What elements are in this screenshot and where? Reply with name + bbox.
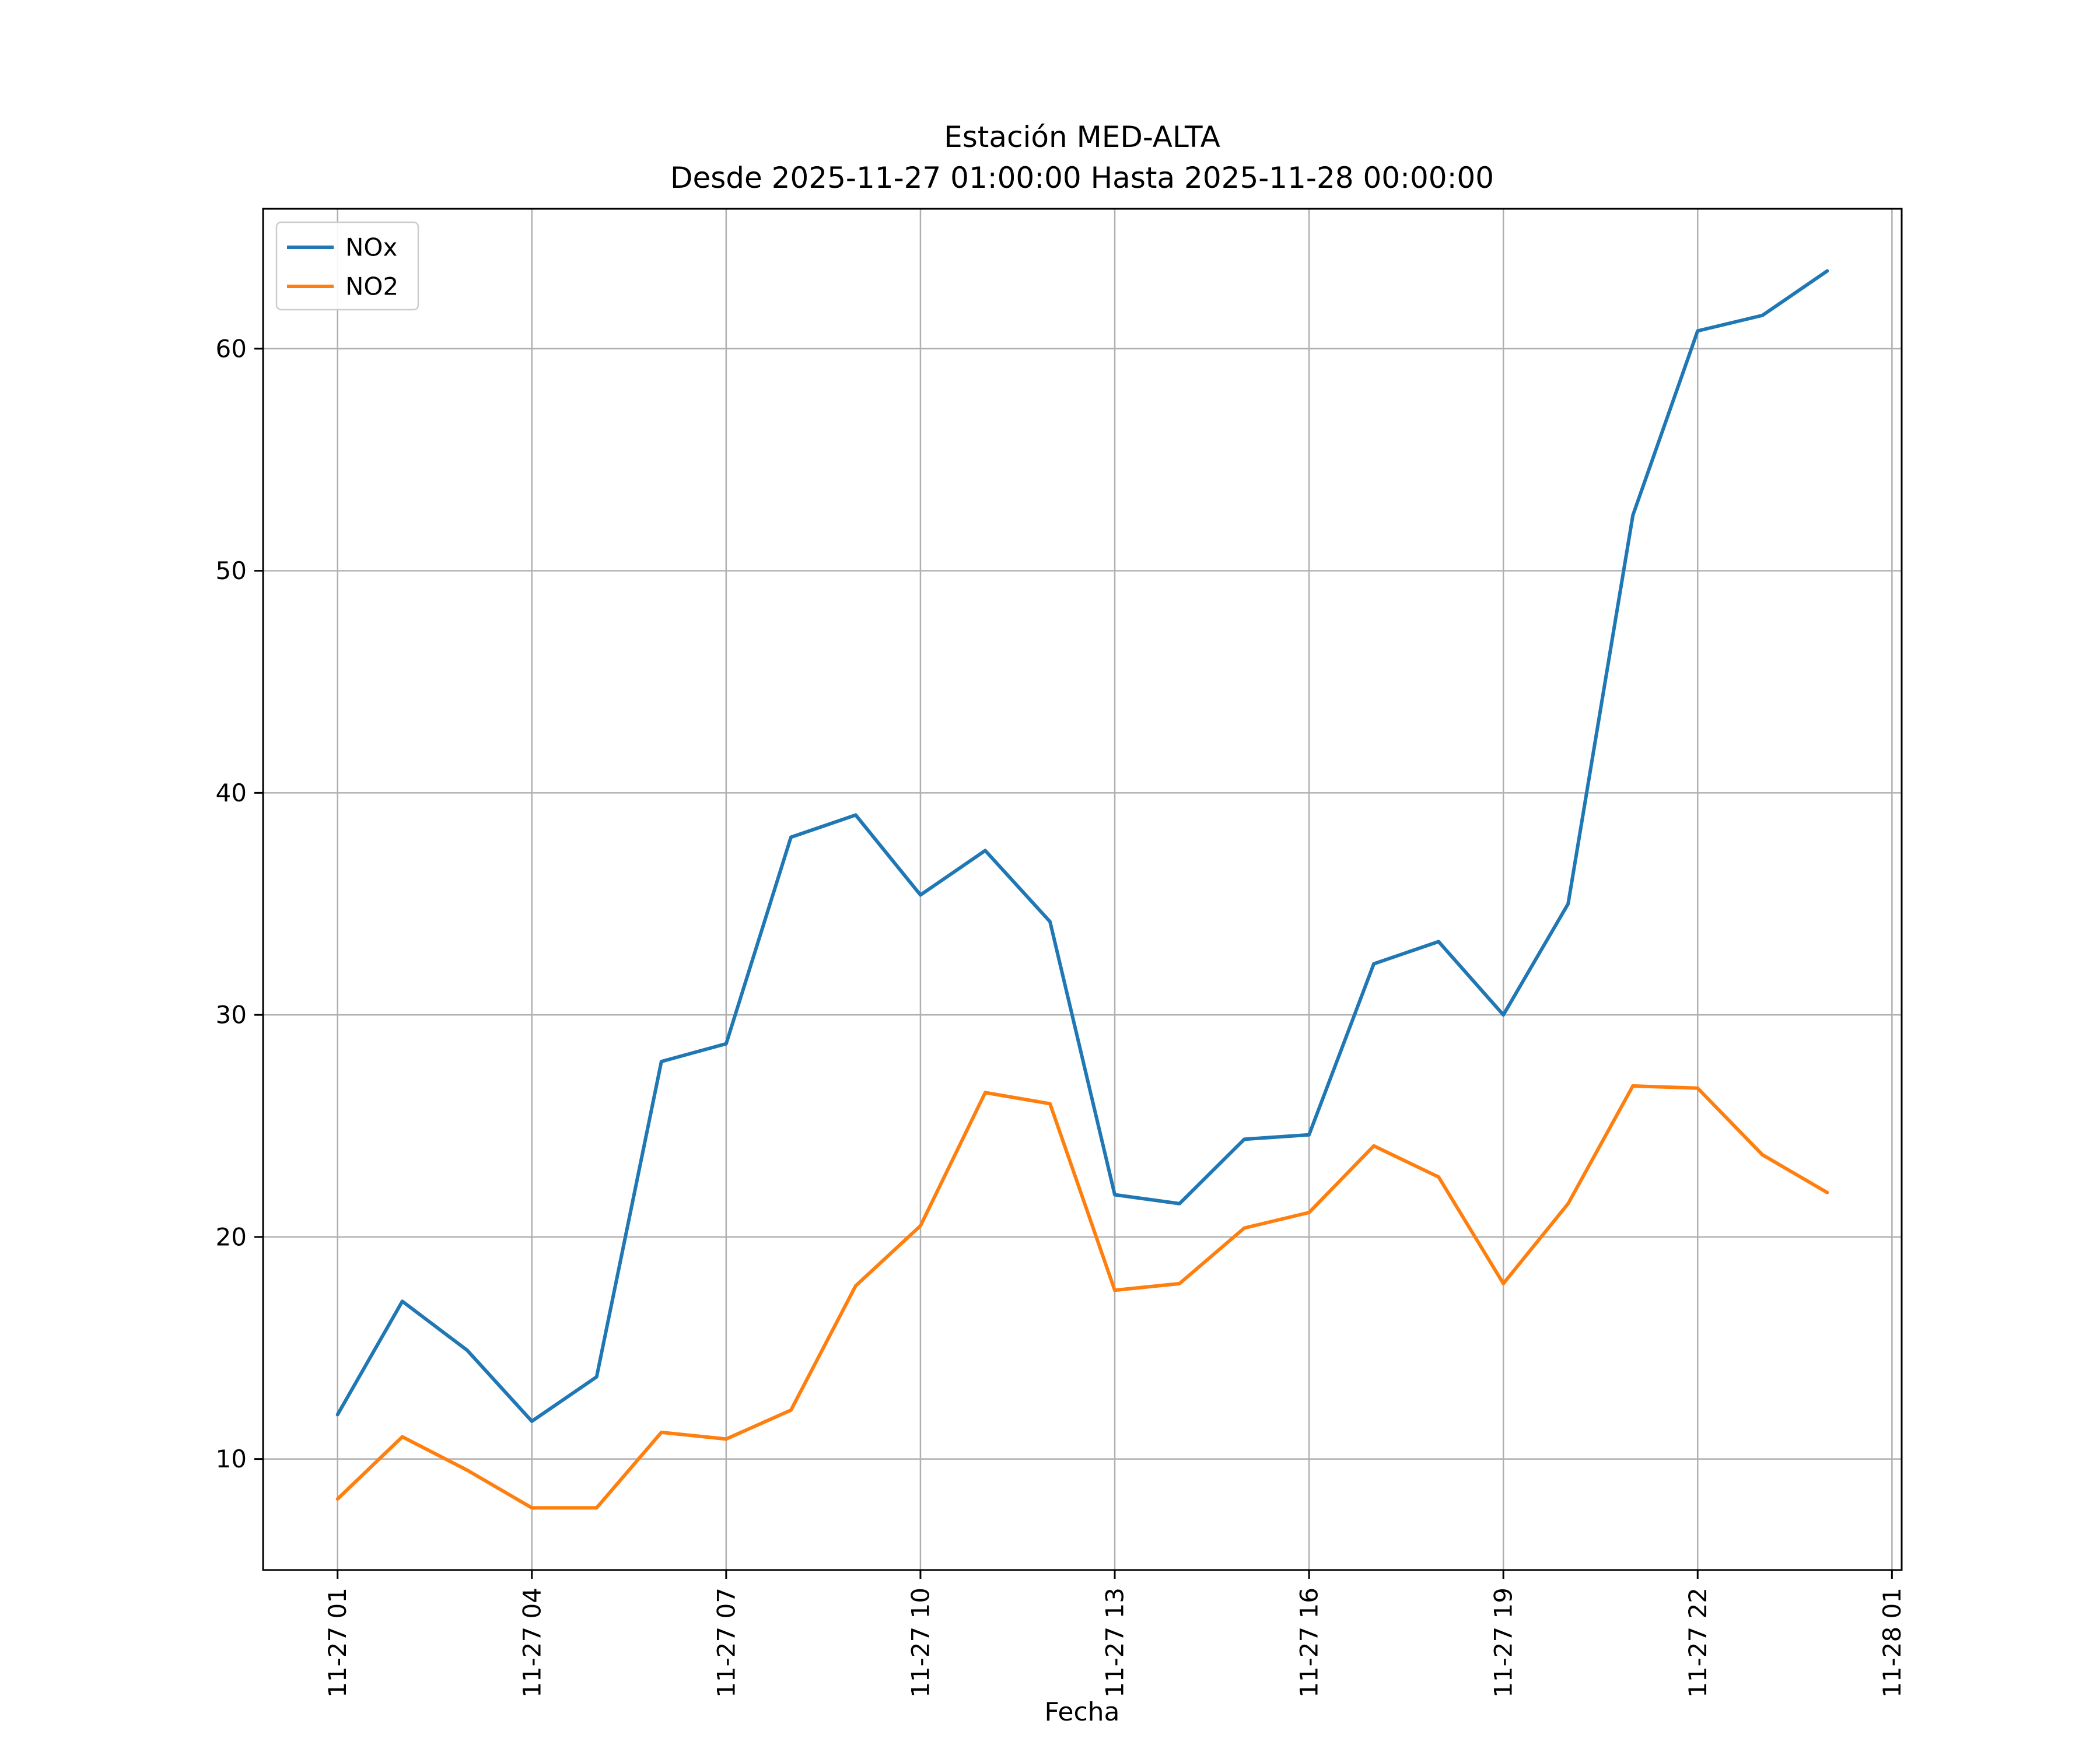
x-tick-label: 11-27 10 [906,1588,935,1698]
data-series [335,269,1829,1510]
series-line-no2 [335,1084,1829,1510]
grid-lines [263,209,1902,1570]
chart-title-line1: Estación MED-ALTA [944,120,1220,154]
x-tick-label: 11-27 22 [1684,1588,1712,1698]
x-tick-label: 11-27 16 [1295,1588,1324,1698]
x-tick-label: 11-28 01 [1878,1588,1906,1698]
plot-frame [262,208,1903,1571]
y-tick-label: 50 [216,556,247,585]
x-tick-label: 11-27 04 [517,1588,546,1698]
y-tick-label: 30 [216,1001,247,1029]
x-tick-label: 11-27 13 [1101,1588,1129,1698]
x-tick-label: 11-27 01 [323,1588,352,1698]
y-tick-label: 60 [216,334,247,363]
x-tick-label: 11-27 07 [712,1588,740,1698]
y-axis-ticks: 10 20 30 40 50 60 [216,334,263,1473]
x-axis-ticks: 11-27 01 11-27 04 11-27 07 11-27 10 11-27 13… [323,1570,1906,1698]
legend-label-nox: NOx [345,233,397,262]
chart-title-line2: Desde 2025-11-27 01:00:00 Hasta 2025-11-… [670,161,1494,195]
legend: NOx NO2 [275,221,419,311]
x-axis-label: Fecha [1044,1697,1119,1727]
x-tick-label: 11-27 19 [1489,1588,1518,1698]
y-tick-label: 20 [216,1222,247,1251]
y-tick-label: 40 [216,779,247,807]
y-tick-label: 10 [216,1445,247,1473]
legend-label-no2: NO2 [345,272,398,301]
series-line-nox [335,269,1829,1423]
